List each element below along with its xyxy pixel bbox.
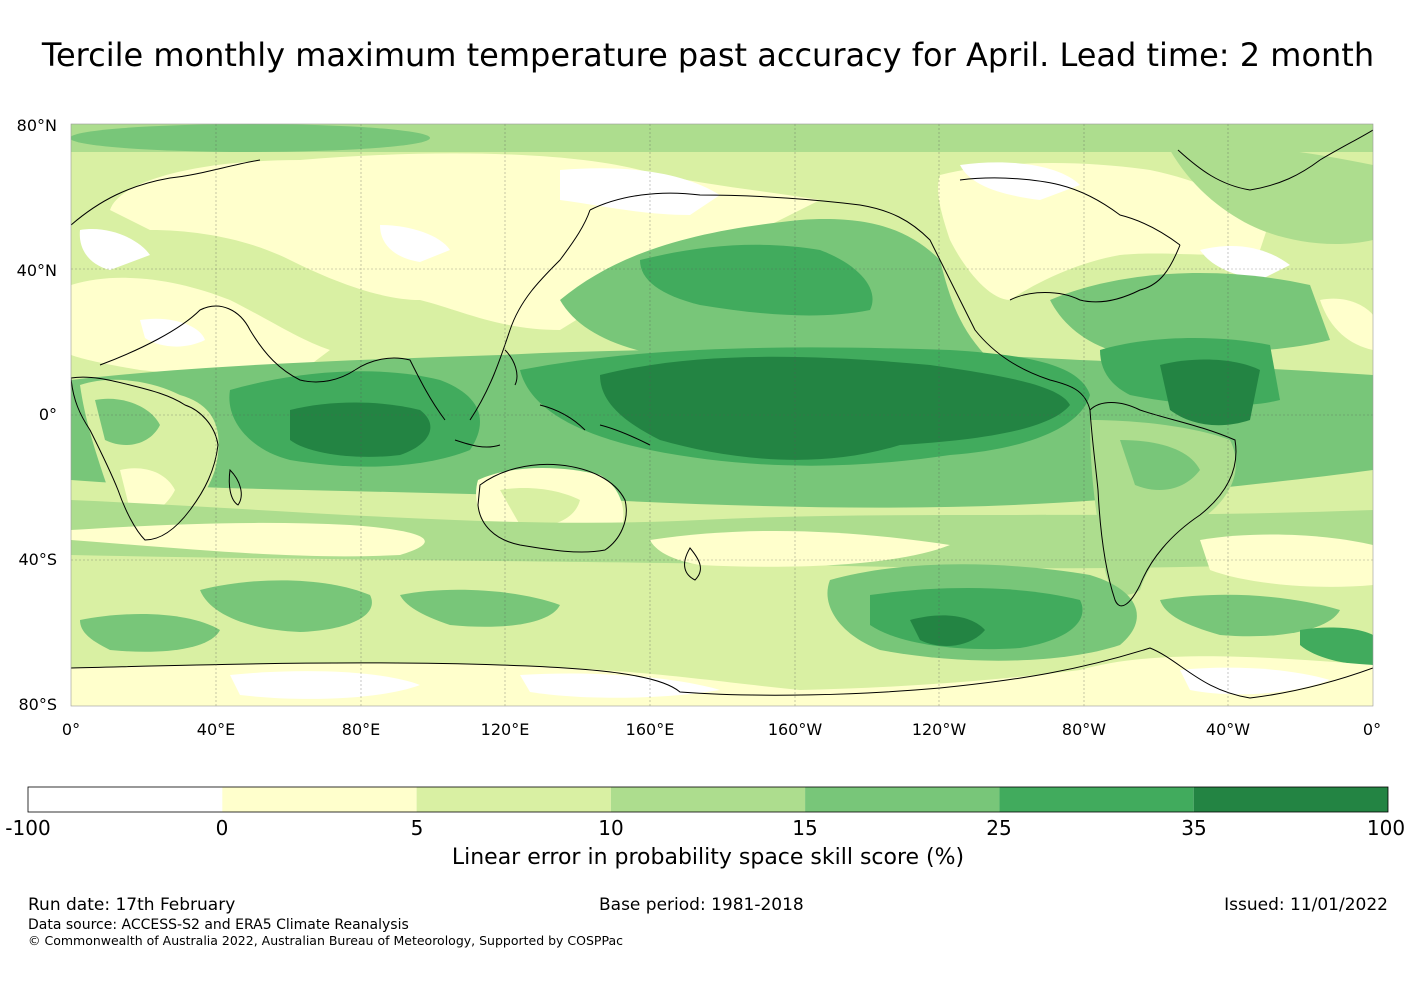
colorbar-label: Linear error in probability space skill …	[451, 845, 965, 870]
lat-label-80s: 80°S	[18, 695, 57, 714]
map-title: Tercile monthly maximum temperature past…	[41, 36, 1375, 74]
gridlines	[71, 124, 1373, 706]
lon-label-120e: 120°E	[480, 720, 530, 739]
colorbar	[27, 786, 1389, 813]
lon-label-160w: 160°W	[767, 720, 823, 739]
colorbar-segment-2	[222, 787, 417, 812]
lon-label-120w: 120°W	[911, 720, 967, 739]
lat-label-40n: 40°N	[16, 261, 57, 280]
colorbar-segment-1	[28, 787, 223, 812]
colorbar-tick-3: 5	[410, 816, 424, 840]
lon-label-160e: 160°E	[625, 720, 675, 739]
colorbar-segment-6	[999, 787, 1194, 812]
coastlines	[71, 129, 1373, 699]
colorbar-tick-5: 15	[792, 816, 818, 840]
map-frame	[70, 123, 1374, 707]
colorbar-tick-6: 25	[986, 816, 1012, 840]
copyright: © Commonwealth of Australia 2022, Austra…	[28, 933, 623, 948]
colorbar-tick-1: -100	[5, 816, 51, 840]
base-period: Base period: 1981-2018	[599, 895, 804, 915]
run-date: Run date: 17th February	[28, 895, 236, 915]
lon-label-0-right: 0°	[1362, 720, 1382, 739]
colorbar-segment-3	[416, 787, 611, 812]
lon-label-40e: 40°E	[196, 720, 236, 739]
lat-label-80n: 80°N	[16, 116, 57, 135]
colorbar-tick-7: 35	[1181, 816, 1207, 840]
colorbar-segment-7	[1193, 787, 1388, 812]
colorbar-segment-5	[805, 787, 1000, 812]
data-source: Data source: ACCESS-S2 and ERA5 Climate …	[28, 917, 409, 933]
colorbar-tick-2: 0	[215, 816, 229, 840]
lon-label-80e: 80°E	[341, 720, 381, 739]
lon-label-0-left: 0°	[61, 720, 81, 739]
colorbar-tick-8: 100	[1366, 816, 1406, 840]
lon-label-80w: 80°W	[1061, 720, 1107, 739]
skill-field	[71, 124, 1373, 706]
lat-label-equator: 0°	[38, 405, 57, 424]
lon-label-40w: 40°W	[1205, 720, 1251, 739]
colorbar-tick-4: 10	[598, 816, 624, 840]
lat-label-40s: 40°S	[18, 550, 57, 569]
issued-date: Issued: 11/01/2022	[1224, 895, 1388, 915]
colorbar-segment-4	[610, 787, 806, 812]
